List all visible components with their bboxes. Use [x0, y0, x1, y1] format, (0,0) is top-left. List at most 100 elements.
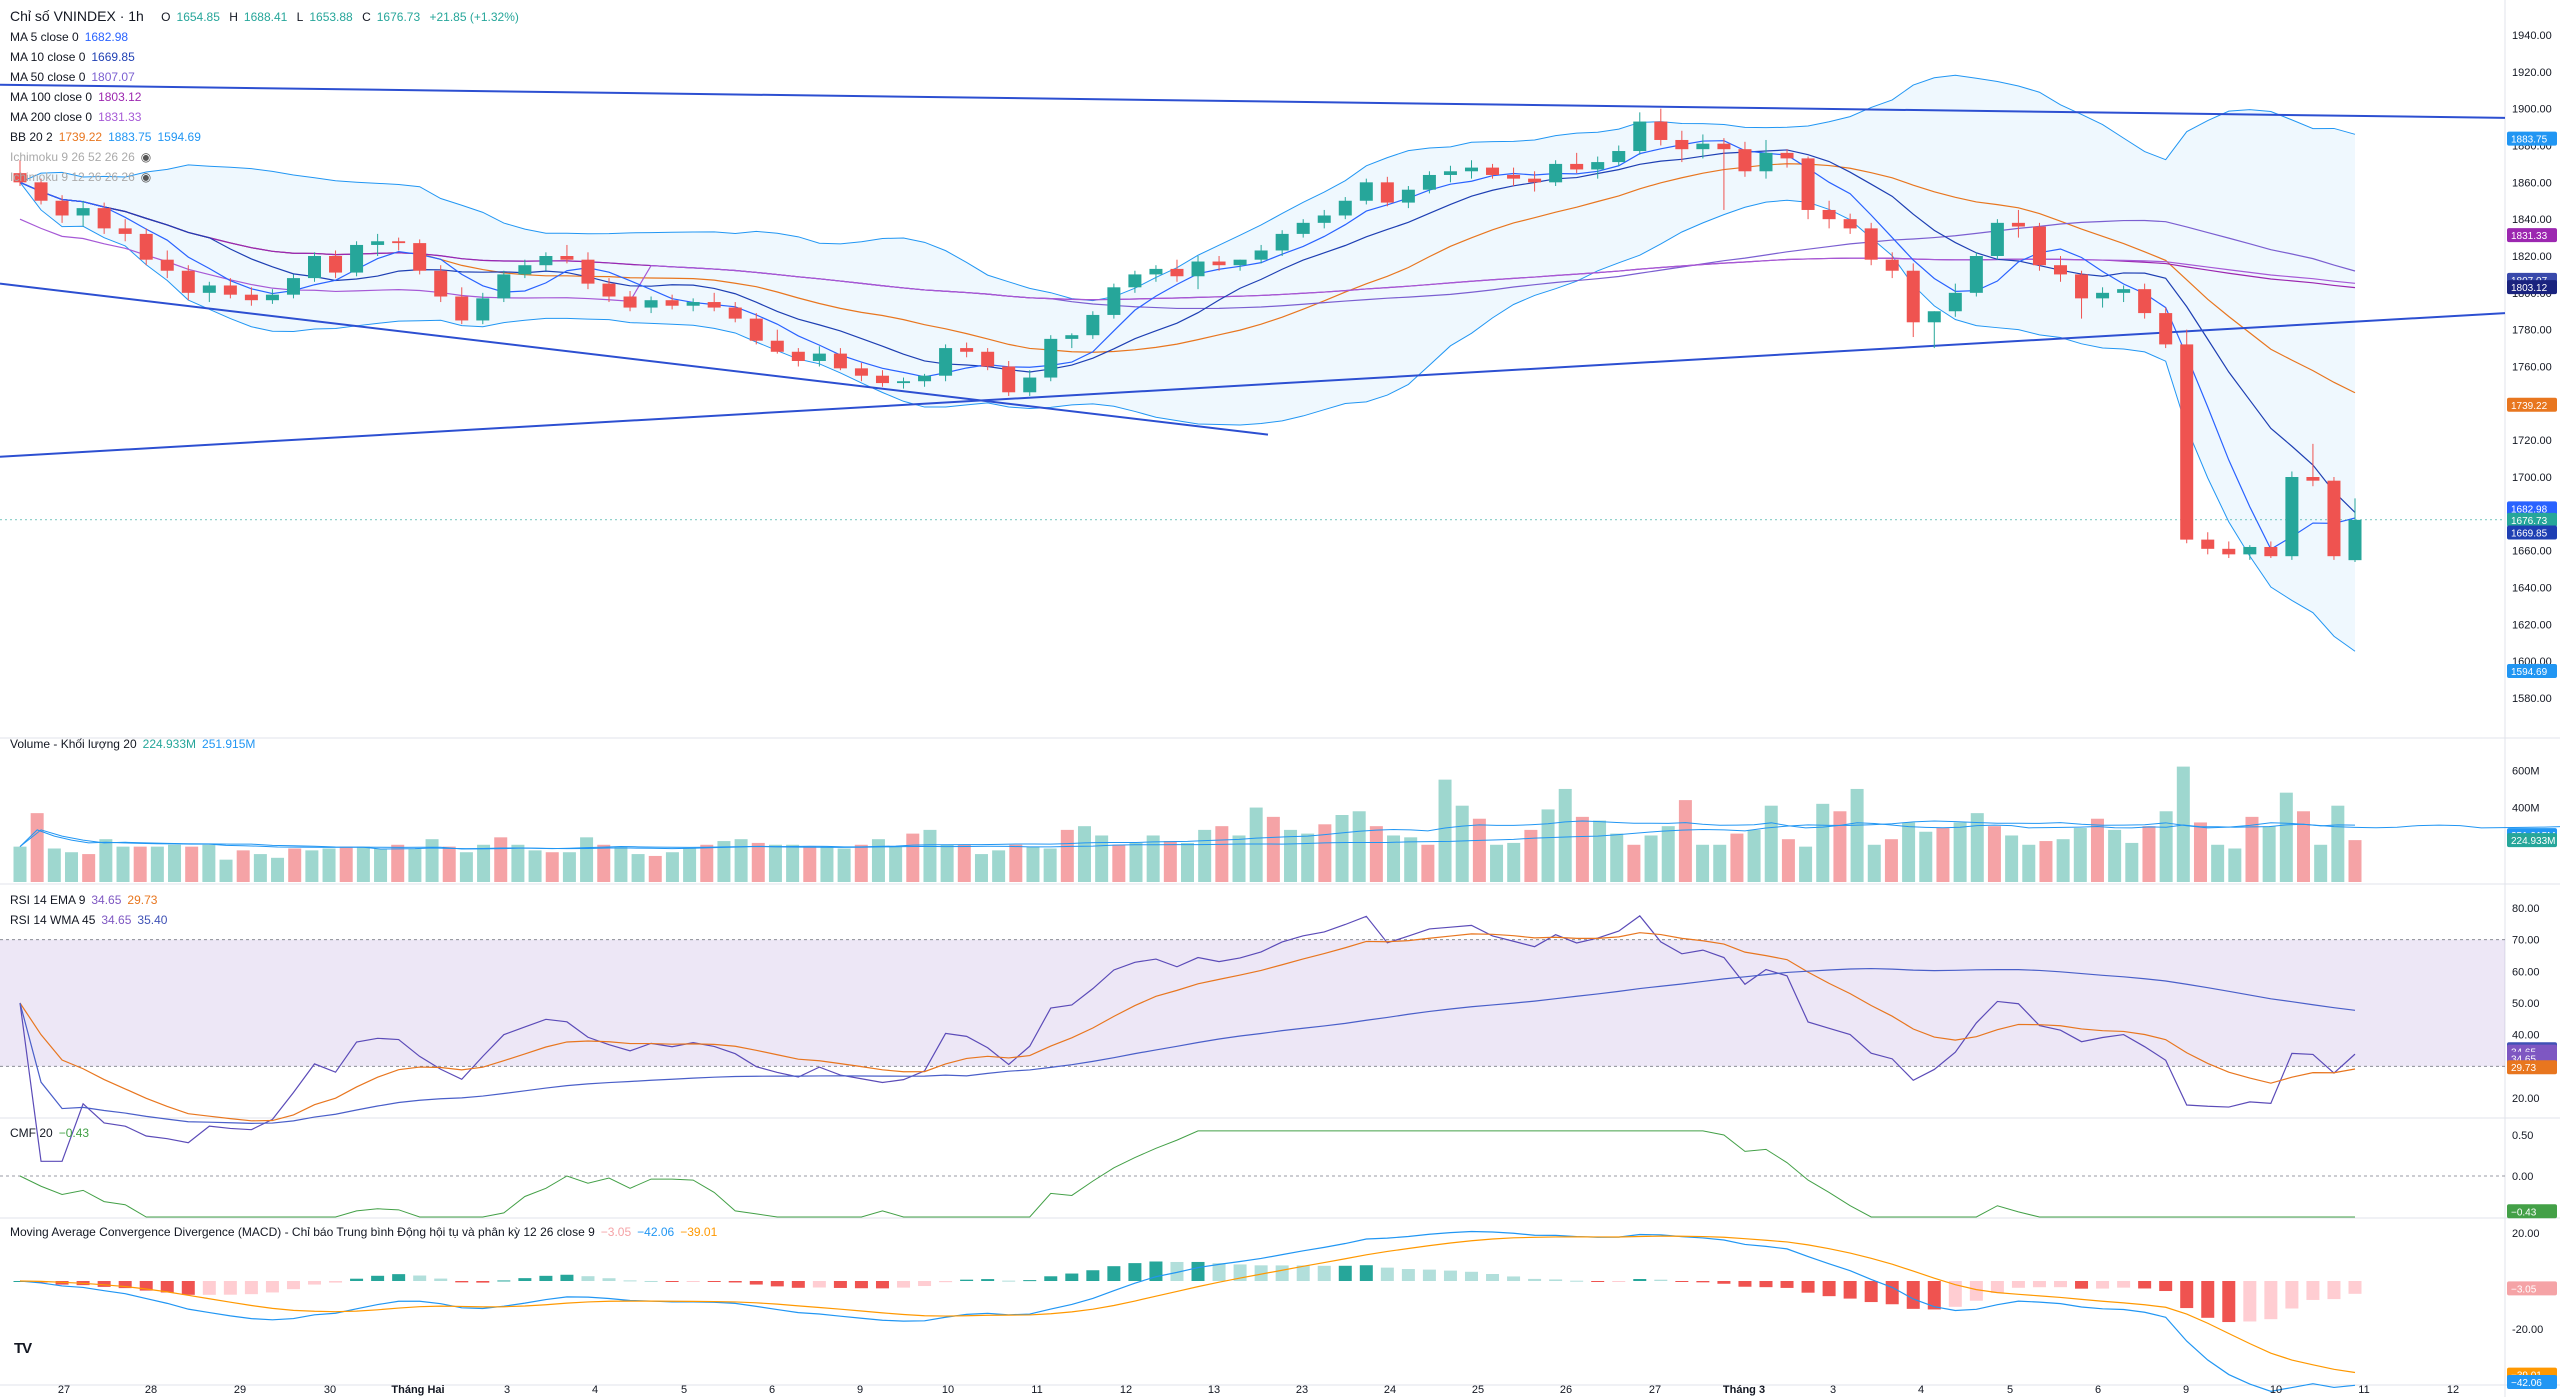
cmf-tick-label: 0.00	[2512, 1171, 2533, 1183]
macd-histogram-bar	[2117, 1281, 2131, 1288]
macd-histogram-bar	[1317, 1265, 1331, 1281]
legend-row-0[interactable]: MA 5 close 0 1682.98	[10, 30, 129, 44]
volume-bar	[82, 854, 96, 882]
volume-bar	[1541, 809, 1555, 882]
macd-histogram-bar	[1843, 1281, 1857, 1299]
candle-body	[665, 300, 679, 306]
macd-histogram-bar	[960, 1279, 974, 1281]
candle-body	[2222, 548, 2236, 555]
volume-bar	[1507, 842, 1521, 882]
volume-bar	[1764, 805, 1778, 882]
volume-bar	[1404, 837, 1418, 882]
time-tick-label: 5	[681, 1384, 687, 1396]
candle-body	[833, 353, 847, 369]
volume-bar	[1678, 800, 1692, 882]
candle-body	[1464, 167, 1478, 172]
candle-body	[2327, 480, 2341, 557]
volume-bar	[1112, 844, 1126, 882]
candle-body	[1906, 270, 1920, 323]
legend-row-3[interactable]: MA 100 close 0 1803.12	[10, 90, 142, 104]
volume-bar	[2245, 816, 2259, 882]
candle-body	[2243, 546, 2257, 555]
legend-row-6[interactable]: Ichimoku 9 26 52 26 26 ◉	[10, 150, 152, 164]
candle-body	[1422, 174, 1436, 190]
macd-histogram-bar	[833, 1281, 847, 1288]
volume-bar	[2279, 792, 2293, 882]
legend-row-1[interactable]: MA 10 close 0 1669.85	[10, 50, 135, 64]
volume-bar	[1009, 844, 1023, 882]
candle-body	[875, 375, 889, 384]
legend-row-7[interactable]: Ichimoku 9 12 26 26 26 ◉	[10, 170, 152, 184]
macd-histogram-bar	[1254, 1265, 1268, 1281]
volume-bar	[820, 846, 834, 882]
legend-row-4[interactable]: MA 200 close 0 1831.33	[10, 110, 142, 124]
macd-histogram-bar	[329, 1281, 343, 1283]
legend-rsi-2: RSI 14 WMA 45 34.65 35.40	[10, 913, 168, 927]
candle-body	[1191, 261, 1205, 277]
volume-bar	[1884, 839, 1898, 882]
volume-bar	[1318, 824, 1332, 882]
volume-bar	[1249, 807, 1263, 882]
candle-body	[749, 318, 763, 341]
candle-body	[371, 241, 385, 245]
macd-signal-line	[19, 1235, 2356, 1374]
candle-body	[560, 256, 574, 260]
ma10-line	[19, 149, 2356, 513]
volume-bar	[854, 844, 868, 882]
macd-histogram-bar	[265, 1281, 279, 1293]
macd-histogram-bar	[1591, 1281, 1605, 1282]
macd-histogram-bar	[1948, 1281, 1962, 1307]
volume-bar	[2296, 811, 2310, 882]
legend-indicator-rows: MA 5 close 0 1682.98 MA 10 close 0 1669.85 M…	[10, 27, 525, 187]
candle-body	[1443, 171, 1457, 175]
rsi-line	[19, 915, 2356, 1162]
volume-ma-line	[19, 820, 2356, 850]
macd-histogram-bar	[1759, 1281, 1773, 1288]
cmf-badge-text: −0.43	[2511, 1207, 2537, 1218]
candle-body	[455, 296, 469, 321]
candle-body	[960, 348, 974, 352]
macd-histogram-bar	[875, 1281, 889, 1289]
symbol-title[interactable]: Chỉ số VNINDEX · 1h	[10, 8, 144, 24]
volume-bar	[2090, 818, 2104, 882]
volume-bar	[923, 829, 937, 882]
candle-body	[223, 285, 237, 295]
tradingview-logo-icon[interactable]: TV	[14, 1340, 32, 1357]
visibility-eye-icon[interactable]: ◉	[140, 170, 152, 184]
macd-histogram-bar	[812, 1281, 826, 1288]
volume-bar	[1970, 813, 1984, 882]
legend-row-2[interactable]: MA 50 close 0 1807.07	[10, 70, 135, 84]
candle-body	[728, 307, 742, 319]
macd-histogram-bar	[1128, 1263, 1142, 1281]
volume-bar	[2159, 811, 2173, 882]
candle-body	[770, 340, 784, 352]
candle-body	[707, 302, 721, 308]
volume-bar	[374, 848, 388, 882]
visibility-eye-icon[interactable]: ◉	[140, 150, 152, 164]
volume-bar	[1610, 833, 1624, 882]
price-badge	[2507, 280, 2557, 295]
macd-histogram-bar	[1464, 1271, 1478, 1281]
candle-body	[539, 256, 553, 266]
price-tick-label: 1860.00	[2512, 177, 2552, 189]
candle-body	[1107, 287, 1121, 315]
macd-histogram-bar	[455, 1281, 469, 1283]
volume-bar	[648, 855, 662, 882]
candle-body	[476, 298, 490, 321]
macd-badge-text: −3.05	[2511, 1284, 2537, 1295]
price-badge	[2507, 663, 2557, 678]
macd-histogram-bar	[1780, 1281, 1794, 1288]
candle-body	[1338, 200, 1352, 216]
candle-body	[2201, 539, 2215, 549]
ma5-line	[19, 140, 2356, 551]
candle-body	[1570, 163, 1584, 170]
candle-body	[1212, 261, 1226, 266]
candle-body	[434, 270, 448, 297]
time-tick-label: Tháng Hai	[391, 1384, 444, 1396]
legend-row-5[interactable]: BB 20 2 1739.22 1883.75 1594.69	[10, 130, 201, 144]
volume-bar	[717, 841, 731, 882]
volume-bar	[168, 844, 182, 882]
volume-bar	[1472, 818, 1486, 882]
